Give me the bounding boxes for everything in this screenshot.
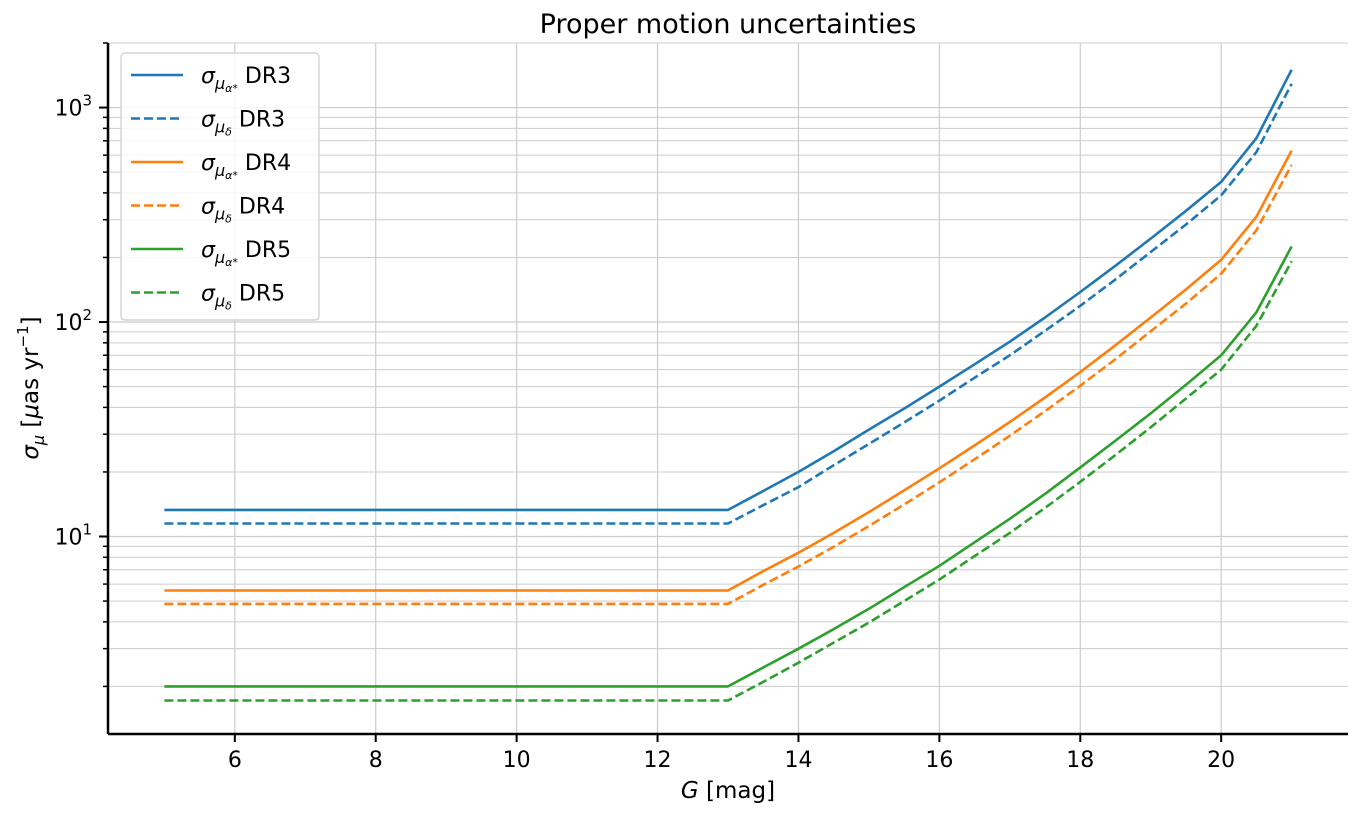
legend-item: σμα* DR5: [131, 238, 291, 269]
legend-label: σμα* DR5: [201, 238, 291, 269]
legend-item: σμα* DR3: [131, 64, 291, 95]
y-tick-label: 103: [54, 92, 92, 122]
x-tick-label: 8: [369, 748, 383, 773]
x-tick-label: 20: [1207, 748, 1235, 773]
x-tick-label: 6: [228, 748, 242, 773]
x-tick-label: 10: [503, 748, 531, 773]
series-line-2: [164, 83, 1293, 525]
legend-label: σμα* DR3: [201, 64, 291, 95]
axes: [106, 43, 1348, 736]
legend: σμα* DR3 σμδ DR3 σμα* DR4 σμδ DR4 σμα* DR5 σμ…: [120, 52, 320, 321]
series-line-5: [164, 245, 1293, 688]
x-tick-label: 14: [784, 748, 812, 773]
legend-frame: [120, 52, 320, 321]
legend-item: σμδ DR4: [131, 195, 285, 226]
x-axis-label: G [mag]: [681, 778, 775, 804]
legend-item: σμδ DR3: [131, 108, 285, 139]
legend-item: σμα* DR4: [131, 151, 291, 182]
series-lines: [164, 69, 1293, 702]
chart-title: Proper motion uncertainties: [540, 9, 917, 40]
legend-item: σμδ DR5: [131, 282, 285, 313]
series-line-4: [164, 164, 1293, 606]
legend-label: σμδ DR3: [201, 108, 285, 139]
x-ticks: 6 8 10 12 14 16 18 20: [228, 734, 1235, 773]
x-tick-label: 12: [644, 748, 672, 773]
grid: [108, 42, 1348, 734]
x-tick-label: 18: [1066, 748, 1094, 773]
series-line-3: [164, 149, 1293, 592]
legend-label: σμα* DR4: [201, 151, 291, 182]
legend-label: σμδ DR4: [201, 195, 285, 226]
y-axis-label: σμ [μas yr−1]: [14, 316, 48, 459]
y-tick-label: 101: [54, 521, 92, 551]
y-ticks: 101 102 103: [54, 42, 108, 688]
legend-label: σμδ DR5: [201, 282, 285, 313]
y-tick-label: 102: [54, 306, 92, 336]
x-tick-label: 16: [925, 748, 953, 773]
series-line-1: [164, 69, 1293, 512]
series-line-6: [164, 260, 1293, 702]
svg-text:σμ [μas yr−1]: σμ [μas yr−1]: [14, 316, 48, 459]
